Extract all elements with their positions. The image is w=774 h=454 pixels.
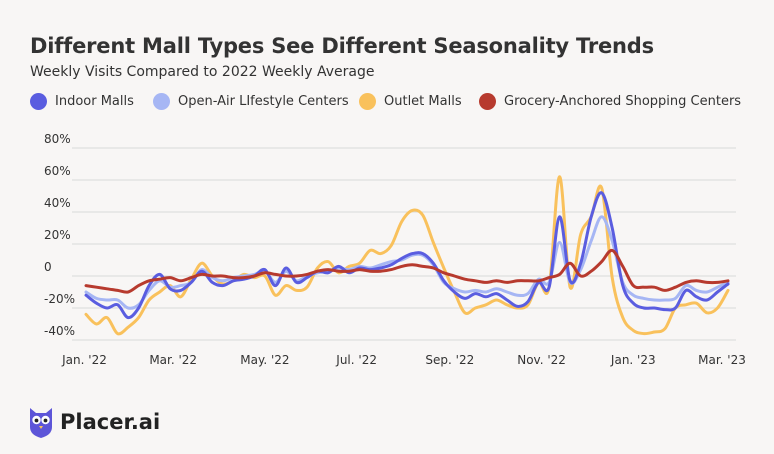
legend-dot-grocery-anchored [479,92,496,110]
legend-dot-indoor-malls [30,92,47,110]
x-tick-label-5: Nov. '22 [517,353,566,367]
legend-label-grocery-anchored: Grocery-Anchored Shopping Centers [504,93,742,109]
legend-item-open-air: Open-Air LIfestyle Centers [153,92,359,110]
x-tick-label-1: Mar. '22 [149,353,197,367]
y-tick-label-0: -40% [44,324,75,338]
x-tick-label-7: Mar. '23 [698,353,746,367]
placer-logo: Placer.ai [28,405,160,439]
x-tick-label-0: Jan. '22 [61,353,107,367]
y-tick-label-2: 0 [44,260,52,274]
series-line-grocery-anchored [84,248,730,294]
placer-owl-icon [30,408,52,438]
series-line-outlet-malls [84,175,730,336]
legend-item-grocery-anchored: Grocery-Anchored Shopping Centers [479,92,742,110]
legend-item-outlet-malls: Outlet Malls [359,92,479,110]
y-tick-label-6: 80% [44,132,71,146]
legend-dot-outlet-malls [359,92,376,110]
x-tick-label-3: Jul. '22 [335,353,377,367]
y-tick-label-5: 60% [44,164,71,178]
series-line-indoor-malls [84,191,730,320]
chart-subtitle: Weekly Visits Compared to 2022 Weekly Av… [30,64,375,80]
x-tick-label-4: Sep. '22 [425,353,474,367]
brand-name: Placer.ai [60,410,161,434]
legend-dot-open-air [153,92,170,110]
legend-label-open-air: Open-Air LIfestyle Centers [178,93,349,109]
x-tick-label-6: Jan. '23 [610,353,656,367]
legend-item-indoor-malls: Indoor Malls [30,92,153,110]
chart-title: Different Mall Types See Different Seaso… [30,34,654,58]
y-tick-label-3: 20% [44,228,71,242]
x-tick-label-2: May. '22 [240,353,289,367]
chart-legend: Indoor Malls Open-Air LIfestyle Centers … [30,91,741,111]
y-tick-label-4: 40% [44,196,71,210]
legend-label-outlet-malls: Outlet Malls [384,93,462,109]
legend-label-indoor-malls: Indoor Malls [55,93,134,109]
y-tick-label-1: -20% [44,292,75,306]
